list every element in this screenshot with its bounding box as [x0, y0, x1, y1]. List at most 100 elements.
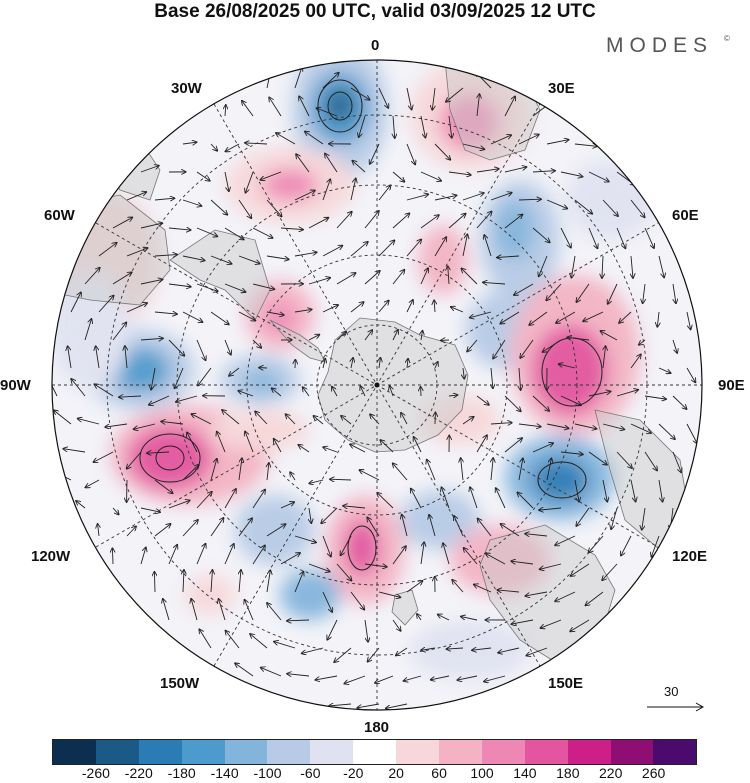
- wind-vector: [210, 459, 217, 481]
- wind-vector: [658, 367, 671, 373]
- wind-vector: [560, 227, 571, 248]
- wind-vector: [529, 311, 548, 325]
- wind-vector: [476, 395, 489, 405]
- wind-vector: [642, 507, 646, 530]
- wind-vector: [322, 179, 330, 201]
- colorbar-tick-label: -20: [343, 765, 364, 781]
- wind-vector: [497, 256, 520, 258]
- wind-vector: [182, 199, 201, 206]
- wind-vector: [476, 435, 487, 453]
- wind-vector: [402, 515, 408, 537]
- lon-label-120e: 120E: [672, 548, 708, 565]
- wind-vector: [364, 271, 380, 285]
- wind-vector: [182, 465, 199, 481]
- wind-vector: [546, 140, 569, 145]
- wind-vector: [336, 212, 352, 229]
- wind-vector: [498, 647, 520, 653]
- wind-vector: [352, 161, 366, 173]
- wind-vector: [149, 395, 170, 405]
- lon-label-90e: 90E: [718, 377, 745, 394]
- wind-vector: [127, 451, 142, 469]
- wind-vector: [125, 346, 127, 369]
- wind-vector: [235, 663, 254, 677]
- wind-vector: [484, 675, 506, 682]
- wind-vector: [476, 211, 492, 229]
- wind-vector: [154, 255, 177, 256]
- colorbar-swatch: [524, 740, 568, 764]
- colorbar-tick-label: -220: [124, 765, 153, 781]
- wind-vector: [367, 517, 380, 537]
- wind-vector: [504, 167, 526, 173]
- wind-vector: [238, 391, 254, 397]
- wind-vector: [643, 283, 645, 303]
- wind-vector: [457, 675, 478, 680]
- wind-vector: [630, 354, 641, 369]
- wind-vector: [511, 561, 534, 565]
- wind-vector: [532, 395, 549, 411]
- arrow-right-icon: [647, 702, 705, 712]
- wind-vector: [211, 570, 212, 593]
- wind-vector: [191, 599, 198, 621]
- wind-vector: [406, 300, 413, 313]
- wind-vector: [420, 268, 428, 285]
- wind-vector: [576, 507, 590, 526]
- wind-vector: [305, 132, 324, 145]
- wind-vector: [393, 463, 408, 481]
- wind-vector: [255, 411, 268, 425]
- wind-vector: [191, 414, 212, 425]
- wind-vector: [238, 199, 251, 218]
- wind-vector: [322, 246, 342, 257]
- colorbar-swatch: [310, 740, 354, 764]
- wind-vector: [672, 283, 676, 303]
- wind-vector: [94, 384, 114, 397]
- lon-label-30w: 30W: [171, 80, 202, 97]
- wind-vector: [420, 215, 439, 229]
- wind-vector: [126, 303, 147, 313]
- wind-vector: [525, 534, 548, 536]
- wind-vector: [434, 237, 446, 257]
- wind-vector: [608, 283, 618, 304]
- wind-vector: [266, 524, 286, 537]
- wind-vector: [519, 367, 521, 390]
- wind-vector: [461, 617, 478, 621]
- wind-vector: [540, 563, 562, 569]
- wind-vector: [470, 311, 492, 318]
- wind-vector: [266, 570, 270, 593]
- wind-vector: [546, 458, 551, 481]
- wind-vector: [272, 388, 282, 397]
- wind-vector: [168, 545, 177, 565]
- wind-vector: [686, 311, 691, 329]
- wind-vector: [343, 506, 366, 508]
- wind-vector: [630, 199, 645, 217]
- wind-vector: [406, 194, 428, 201]
- wind-vector: [603, 346, 606, 369]
- colorbar-swatch: [653, 740, 697, 764]
- wind-vector: [245, 171, 254, 193]
- wind-vector: [225, 143, 240, 151]
- wind-vector: [472, 648, 492, 650]
- wind-vector: [63, 449, 86, 453]
- wind-vector: [476, 169, 499, 173]
- wind-vector: [672, 451, 681, 472]
- wind-vector: [588, 171, 609, 182]
- wind-vector: [600, 331, 618, 341]
- wind-vector: [187, 432, 198, 453]
- wind-vector: [224, 171, 229, 191]
- wind-vector: [452, 580, 464, 593]
- wind-vector: [555, 591, 576, 601]
- colorbar-swatch: [53, 740, 96, 764]
- wind-vector: [504, 438, 522, 453]
- wind-vector: [370, 143, 380, 164]
- wind-vector: [341, 535, 352, 555]
- wind-vector: [323, 447, 338, 453]
- chart-title: Base 26/08/2025 00 UTC, valid 03/09/2025…: [154, 1, 596, 22]
- wind-vector: [651, 535, 660, 557]
- wind-vector: [543, 339, 562, 352]
- wind-vector: [229, 367, 240, 376]
- wind-vector: [112, 548, 113, 565]
- wind-vector: [182, 255, 205, 260]
- wind-vector: [260, 171, 282, 180]
- wind-vector: [483, 282, 506, 284]
- wind-vector: [493, 339, 506, 358]
- wind-vector: [518, 134, 539, 145]
